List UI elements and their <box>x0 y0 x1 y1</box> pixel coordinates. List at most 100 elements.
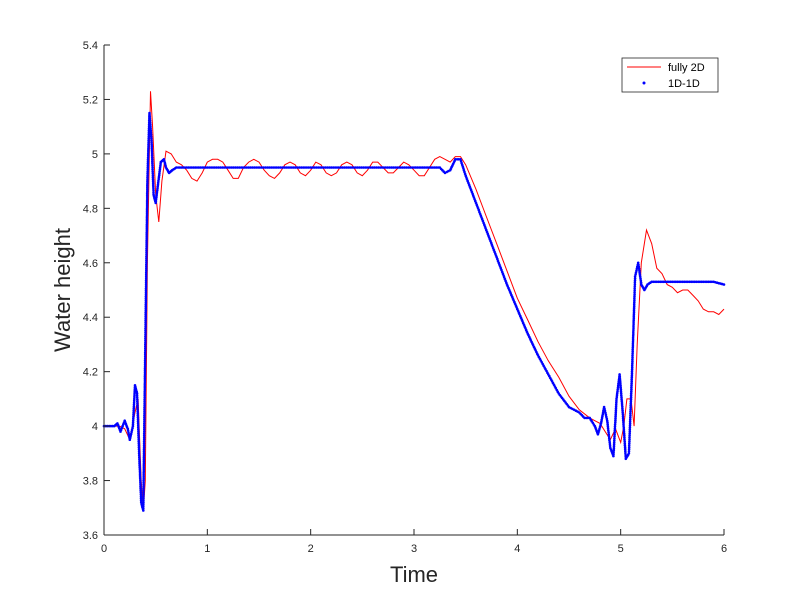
data-point <box>410 166 414 169</box>
data-point <box>301 166 305 169</box>
data-point <box>423 166 426 169</box>
data-point <box>393 166 397 169</box>
data-point <box>145 219 149 223</box>
data-point <box>139 491 143 494</box>
data-point <box>146 156 150 160</box>
data-point <box>150 144 154 148</box>
data-point <box>298 166 301 169</box>
data-point <box>142 444 146 447</box>
data-point <box>137 454 141 457</box>
data-point <box>630 378 633 381</box>
data-point <box>318 166 322 169</box>
data-point <box>621 417 625 420</box>
data-point <box>146 177 149 181</box>
data-point <box>339 166 343 169</box>
data-point <box>407 166 410 169</box>
y-tick-label: 4.8 <box>83 203 98 215</box>
data-point <box>369 166 373 169</box>
data-point <box>395 166 399 169</box>
data-point <box>159 164 162 168</box>
data-point <box>132 411 135 414</box>
data-point <box>621 418 625 422</box>
data-point <box>146 187 149 191</box>
data-point <box>630 370 634 374</box>
data-point <box>633 294 636 298</box>
data-point <box>183 166 187 169</box>
data-point <box>138 469 142 473</box>
data-point <box>147 140 150 144</box>
data-point <box>232 166 235 169</box>
data-point <box>373 166 376 169</box>
data-point <box>638 271 641 275</box>
data-point <box>143 422 146 425</box>
data-point <box>144 297 148 300</box>
data-point <box>608 442 612 446</box>
data-point <box>147 148 150 152</box>
data-point <box>623 442 627 445</box>
data-point <box>630 386 633 389</box>
data-point <box>145 205 149 209</box>
data-point <box>405 166 408 169</box>
data-point <box>142 481 145 485</box>
data-point <box>152 189 155 193</box>
data-point <box>142 503 145 506</box>
data-point <box>632 302 636 306</box>
data-point <box>346 166 350 169</box>
data-point <box>362 166 365 169</box>
data-point <box>630 388 633 391</box>
data-point <box>639 277 642 280</box>
data-point <box>143 416 146 419</box>
data-point <box>147 144 150 148</box>
data-point <box>144 283 148 287</box>
data-point <box>633 283 637 286</box>
data-point <box>147 133 151 136</box>
data-point <box>139 489 142 492</box>
data-point <box>702 280 705 284</box>
data-point <box>628 430 632 433</box>
data-point <box>144 289 148 293</box>
data-point <box>147 150 150 154</box>
data-point <box>143 392 146 396</box>
data-point <box>341 166 344 169</box>
data-point <box>151 162 154 165</box>
data-point <box>142 475 145 479</box>
data-point <box>633 275 637 278</box>
data-point <box>142 440 146 443</box>
data-point <box>150 139 153 142</box>
data-point <box>614 405 618 409</box>
data-point <box>144 333 147 336</box>
data-point <box>144 293 148 296</box>
data-point <box>142 457 146 461</box>
data-point <box>264 166 267 169</box>
data-point <box>629 416 632 419</box>
data-point <box>350 166 354 169</box>
data-point <box>145 255 148 259</box>
data-point <box>305 166 309 169</box>
data-point <box>143 394 146 398</box>
data-point <box>608 440 611 444</box>
data-point <box>607 436 611 440</box>
data-point <box>614 407 618 411</box>
data-point <box>142 501 145 504</box>
data-point <box>156 183 160 186</box>
data-point <box>143 353 147 356</box>
data-point <box>275 166 279 169</box>
data-point <box>132 415 135 418</box>
data-point <box>143 378 147 382</box>
data-point <box>622 422 625 426</box>
data-point <box>145 225 149 229</box>
data-point <box>613 439 616 442</box>
data-point <box>136 420 140 423</box>
data-point <box>606 421 609 424</box>
data-point <box>144 305 148 308</box>
data-point <box>146 172 149 175</box>
data-point <box>607 433 611 436</box>
data-point <box>142 497 145 500</box>
data-point <box>613 427 617 430</box>
data-point <box>326 166 329 169</box>
data-point <box>377 166 380 169</box>
data-point <box>253 166 256 169</box>
data-point <box>143 357 147 360</box>
data-point <box>145 201 149 205</box>
data-point <box>612 450 615 454</box>
